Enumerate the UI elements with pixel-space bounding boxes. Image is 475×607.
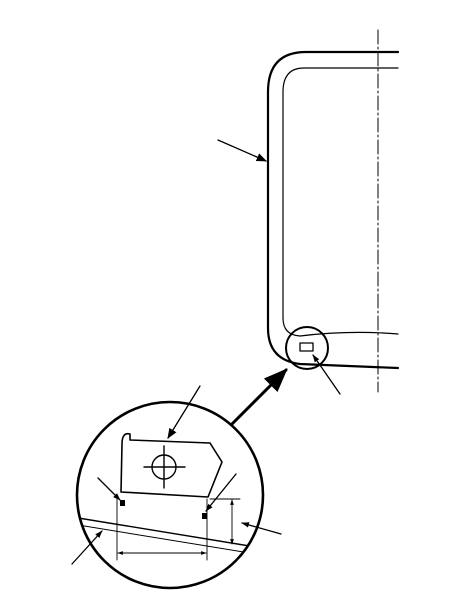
alignment-mark-right: [202, 513, 207, 519]
small-square-mark: [299, 342, 314, 352]
edge-leader-arrow: [71, 530, 103, 565]
enlarge-connector-arrow: [230, 368, 288, 426]
enlarged-detail-view: [71, 385, 282, 590]
panel-leader-arrow: [217, 139, 267, 162]
left-mark-leader-arrow: [97, 477, 121, 501]
alignment-mark-left: [120, 500, 125, 506]
dimension-leader-arrow: [241, 522, 282, 535]
panel-outline: [266, 50, 400, 370]
detail-callout-circle: [285, 326, 329, 370]
crosshair-symbol: [143, 445, 186, 489]
bracket-plate: [120, 432, 223, 498]
plate-leader-arrow: [167, 385, 201, 439]
mark-leader-arrow: [312, 354, 341, 395]
right-mark-leader-arrow: [205, 473, 237, 512]
